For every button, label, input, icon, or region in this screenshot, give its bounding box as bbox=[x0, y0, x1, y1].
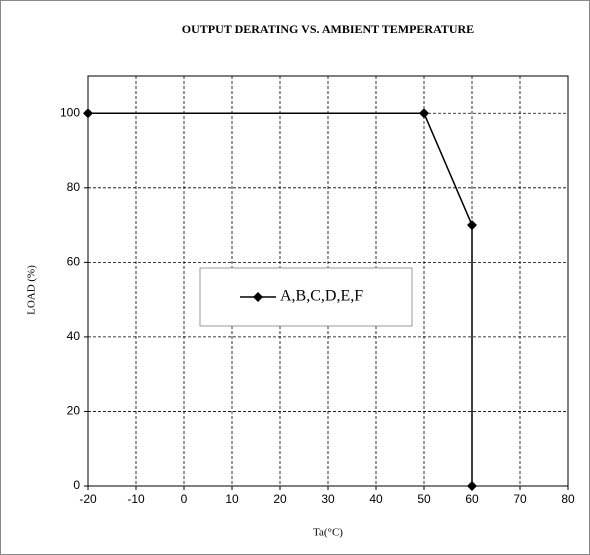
x-tick-label: 30 bbox=[321, 492, 335, 506]
legend-marker bbox=[253, 292, 263, 302]
y-tick-label: 60 bbox=[67, 255, 81, 269]
x-tick-label: 40 bbox=[369, 492, 383, 506]
y-tick-label: 80 bbox=[67, 180, 81, 194]
data-point bbox=[467, 220, 477, 231]
x-axis-label: Ta(°C) bbox=[313, 527, 343, 539]
data-point bbox=[467, 481, 477, 491]
legend-label: A,B,C,D,E,F bbox=[280, 288, 363, 305]
y-tick-label: 100 bbox=[60, 105, 80, 119]
x-tick-label: 80 bbox=[561, 492, 575, 506]
data-point bbox=[419, 108, 429, 119]
x-tick-label: -10 bbox=[127, 492, 145, 506]
y-tick-label: 40 bbox=[67, 329, 81, 343]
chart-title: OUTPUT DERATING VS. AMBIENT TEMPERATURE bbox=[182, 22, 474, 36]
y-axis-label: LOAD (%) bbox=[26, 265, 38, 315]
series-line bbox=[88, 112, 473, 486]
x-tick-label: 20 bbox=[273, 492, 287, 506]
x-tick-label: -20 bbox=[79, 492, 97, 506]
y-tick-label: 0 bbox=[73, 478, 80, 492]
y-tick-label: 20 bbox=[67, 404, 81, 418]
legend-box bbox=[199, 267, 413, 327]
data-point bbox=[83, 108, 93, 119]
plot-border bbox=[87, 75, 569, 487]
x-tick-label: 0 bbox=[181, 492, 188, 506]
x-tick-label: 70 bbox=[513, 492, 527, 506]
x-tick-label: 60 bbox=[465, 492, 479, 506]
x-tick-label: 10 bbox=[225, 492, 239, 506]
x-tick-label: 50 bbox=[417, 492, 431, 506]
